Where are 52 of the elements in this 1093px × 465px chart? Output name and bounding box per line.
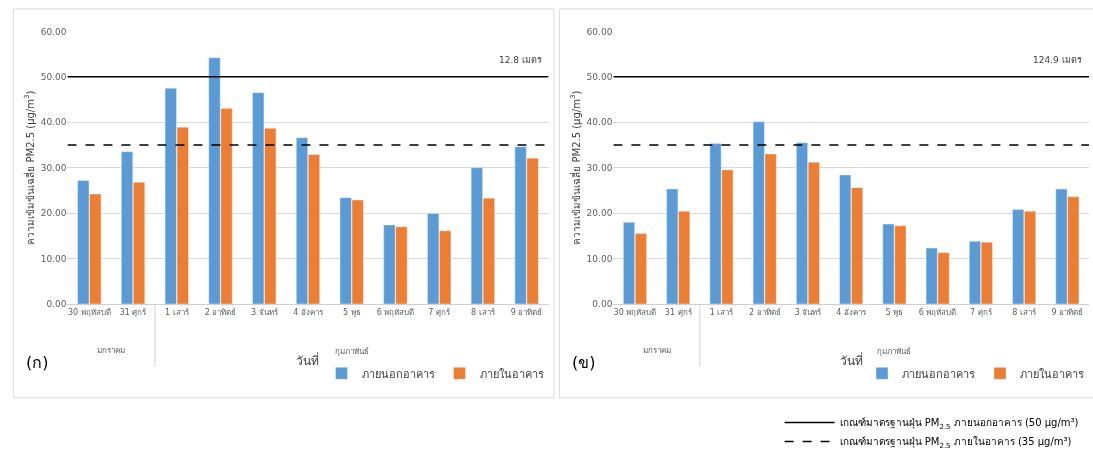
x-tick-label: 30 พฤหัสบดี (613, 307, 657, 317)
text: (ก) (26, 353, 49, 372)
x-axis-title: วันที่ (296, 351, 320, 368)
text: (ข) (572, 353, 596, 372)
x-tick-label: 8 เสาร์ (471, 306, 496, 317)
text: กุมภาพันธ์ (877, 346, 911, 356)
legend-label: ภายในอาคาร (479, 367, 544, 381)
x-tick-label: 3 จันทร์ (794, 306, 823, 317)
x-tick-label: 31 ศุกร์ (664, 306, 693, 317)
y-tick-label: 0.00 (46, 299, 67, 310)
x-tick-label: 9 อาทิตย์ (1051, 306, 1084, 317)
text: มกราคม (643, 346, 671, 355)
x-tick-label: 4 อังคาร (836, 307, 867, 317)
y-tick-label: 40.00 (40, 117, 67, 128)
y-tick-label: 50.00 (586, 71, 613, 82)
y-tick-label: 30.00 (40, 162, 67, 173)
x-tick-label: 2 อาทิตย์ (748, 306, 781, 317)
y-tick-label: 20.00 (586, 208, 613, 219)
x-tick-label: 5 พุธ (885, 307, 904, 317)
y-tick-label: 30.00 (586, 162, 613, 173)
y-tick-label: 20.00 (40, 208, 67, 219)
x-tick-label: 9 อาทิตย์ (510, 306, 543, 317)
legend-label: ภายในอาคาร (1020, 367, 1084, 381)
y-tick-label: 60.00 (40, 26, 67, 37)
x-tick-label: 5 พุธ (342, 307, 361, 317)
y-tick-label: 10.00 (586, 253, 613, 264)
y-tick-label: 60.00 (586, 26, 613, 37)
y-tick-label: 50.00 (40, 71, 67, 82)
y-tick-label: 0.00 (592, 299, 613, 310)
x-tick-label: 1 เสาร์ (709, 306, 735, 317)
x-tick-label: 7 ศุกร์ (428, 306, 451, 317)
annotation: 12.8 เมตร (499, 55, 542, 65)
annotation: 124.9 เมตร (1033, 55, 1082, 65)
x-tick-label: 8 เสาร์ (1012, 306, 1037, 317)
text: กุมภาพันธ์ (335, 346, 369, 356)
legend-label: ภายนอกอาคาร (902, 367, 975, 381)
legend-label: ภายนอกอาคาร (361, 367, 435, 381)
y-tick-label: 40.00 (586, 117, 613, 128)
x-tick-label: 1 เสาร์ (164, 306, 190, 317)
x-tick-label: 31 ศุกร์ (119, 306, 148, 317)
x-tick-label: 3 จันทร์ (250, 306, 279, 317)
x-tick-label: 7 ศุกร์ (970, 306, 993, 317)
y-tick-label: 10.00 (40, 253, 67, 264)
x-tick-label: 2 อาทิตย์ (204, 306, 237, 317)
text: มกราคม (97, 346, 125, 355)
x-tick-label: 6 พฤหัสบดี (376, 307, 415, 317)
x-tick-label: 4 อังคาร (293, 307, 324, 317)
legend-label: เกณฑ์มาตรฐานฝุ่น PM$_{2.5}$ ภายนอกอาคาร (50 µg/m³) (839, 417, 1079, 431)
x-tick-label: 30 พฤหัสบดี (67, 307, 111, 317)
x-axis-title: วันที่ (839, 351, 863, 368)
x-tick-label: 6 พฤหัสบดี (918, 307, 957, 317)
legend-label: เกณฑ์มาตรฐานฝุ่น PM$_{2.5}$ ภายในอาคาร (35 µg/m³) (839, 436, 1072, 450)
